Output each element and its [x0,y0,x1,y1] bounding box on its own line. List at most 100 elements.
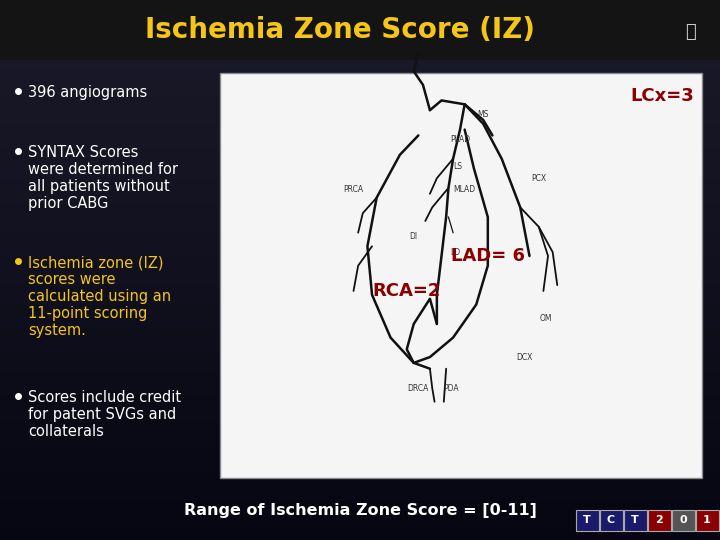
Text: were determined for: were determined for [28,162,178,177]
Bar [0,386,720,389]
Bar [0,0,720,3]
Bar [0,208,720,211]
Bar [0,270,720,273]
Bar [0,292,720,294]
Bar [0,359,720,362]
Bar [0,354,720,356]
Bar [0,256,720,259]
Bar [0,194,720,197]
Bar [0,200,720,202]
Bar [0,167,720,170]
Bar [0,267,720,270]
Bar [0,108,720,111]
Text: scores were: scores were [28,272,115,287]
Bar [0,213,720,216]
Bar [0,22,720,24]
Bar [0,508,720,510]
Bar [0,178,720,181]
Bar [0,324,720,327]
Bar [0,481,720,483]
Bar [0,356,720,359]
Bar [0,202,720,205]
Bar [0,94,720,97]
Text: DI: DI [410,232,418,241]
Bar [0,497,720,500]
Bar [0,513,720,516]
Bar [0,429,720,432]
Bar [0,211,720,213]
Bar [0,5,720,8]
Bar [0,529,720,532]
Bar [0,332,720,335]
Bar [0,273,720,275]
Bar [0,181,720,184]
Bar [0,240,720,243]
Bar [0,111,720,113]
Bar [0,478,720,481]
Bar [0,127,720,130]
Text: collaterals: collaterals [28,424,104,439]
Text: MLAD: MLAD [454,185,476,194]
Bar [0,416,720,418]
Bar [0,424,720,427]
Text: T: T [583,515,591,525]
Text: PRCA: PRCA [343,185,364,194]
Bar [0,281,720,284]
Bar [0,78,720,81]
Bar [0,389,720,392]
Text: 2: 2 [655,515,663,525]
Bar [0,40,720,43]
Text: MS: MS [477,110,489,119]
Bar [0,92,720,94]
Bar [0,113,720,116]
Bar [0,224,720,227]
Bar [0,43,720,46]
Bar [0,259,720,262]
Bar [0,475,720,478]
Bar [0,432,720,435]
Bar [0,57,720,59]
Bar [0,524,720,526]
FancyBboxPatch shape [672,510,695,530]
Bar [0,143,720,146]
Bar [0,103,720,105]
Bar [0,383,720,386]
Text: 11-point scoring: 11-point scoring [28,306,148,321]
Bar [0,370,720,373]
Bar [0,472,720,475]
Text: calculated using an: calculated using an [28,289,171,304]
Bar [0,275,720,278]
Bar [0,157,720,159]
Bar [0,392,720,394]
Bar [0,319,720,321]
Bar [0,489,720,491]
Bar [0,11,720,14]
Bar [0,173,720,176]
Bar [0,97,720,100]
Bar [0,451,720,454]
Bar [0,70,720,73]
Bar [0,308,720,310]
Bar [0,119,720,122]
Bar [0,219,720,221]
Text: for patent SVGs and: for patent SVGs and [28,407,176,422]
Bar [0,310,720,313]
Bar [0,327,720,329]
Bar [0,124,720,127]
Bar [0,100,720,103]
Bar [0,130,720,132]
Bar [0,448,720,451]
Bar [0,502,720,505]
Bar [0,346,720,348]
Bar [0,300,720,302]
Bar [0,216,720,219]
Bar [0,400,720,402]
Bar [0,73,720,76]
Bar [0,340,720,343]
Text: LAD= 6: LAD= 6 [451,247,525,265]
Text: OM: OM [539,314,552,323]
Text: 0: 0 [679,515,687,525]
Bar [0,440,720,443]
Text: prior CABG: prior CABG [28,196,109,211]
Bar [0,154,720,157]
